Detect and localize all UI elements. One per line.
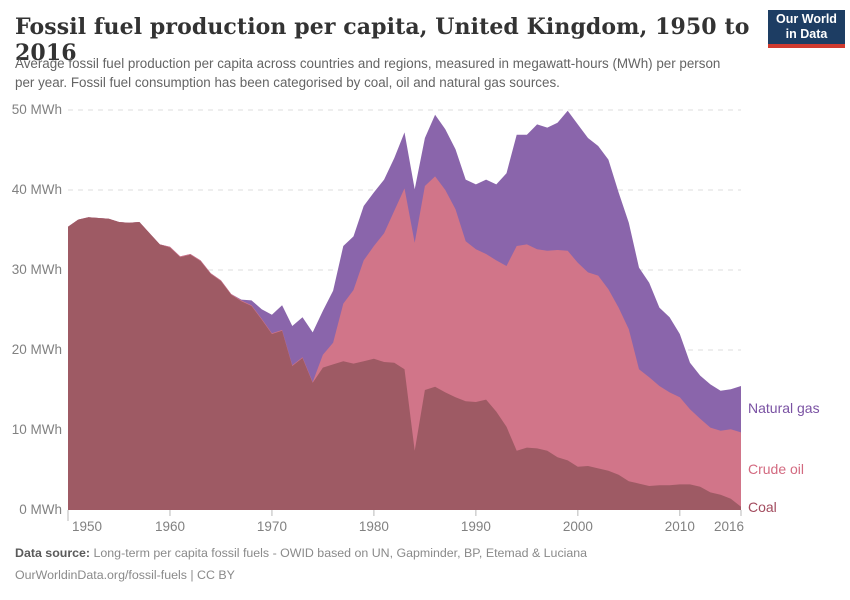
y-tick-label: 50 MWh bbox=[11, 102, 62, 117]
legend-label-coal: Coal bbox=[748, 499, 777, 516]
data-source-line: Data source: Long-term per capita fossil… bbox=[15, 546, 587, 560]
y-tick-label: 30 MWh bbox=[11, 262, 62, 277]
y-tick-label: 0 MWh bbox=[19, 502, 62, 517]
data-source-text: Long-term per capita fossil fuels - OWID… bbox=[90, 546, 588, 560]
y-tick-label: 40 MWh bbox=[11, 182, 62, 197]
y-tick-label: 20 MWh bbox=[11, 342, 62, 357]
owid-logo-box: Our World in Data bbox=[768, 10, 845, 44]
page-subtitle: Average fossil fuel production per capit… bbox=[15, 56, 721, 91]
x-tick-label: 2000 bbox=[562, 519, 593, 534]
x-tick-label: 2016 bbox=[713, 519, 745, 534]
y-tick-label: 10 MWh bbox=[11, 422, 62, 437]
x-tick-label: 1980 bbox=[358, 519, 389, 534]
legend-label-natural-gas: Natural gas bbox=[748, 400, 820, 417]
owid-logo-line2: in Data bbox=[785, 27, 828, 41]
owid-logo: Our World in Data bbox=[768, 10, 845, 48]
x-tick-label: 2010 bbox=[664, 519, 695, 534]
data-source-label: Data source: bbox=[15, 546, 91, 560]
x-tick-label: 1970 bbox=[256, 519, 287, 534]
owid-logo-line1: Our World bbox=[776, 12, 837, 26]
page-title: Fossil fuel production per capita, Unite… bbox=[15, 14, 750, 66]
x-tick-label: 1960 bbox=[154, 519, 185, 534]
legend-label-crude-oil: Crude oil bbox=[748, 460, 805, 477]
license-line: OurWorldinData.org/fossil-fuels | CC BY bbox=[15, 568, 235, 582]
x-tick-label: 1950 bbox=[71, 519, 103, 534]
x-tick-label: 1990 bbox=[460, 519, 491, 534]
owid-logo-accent-bar bbox=[768, 44, 845, 48]
